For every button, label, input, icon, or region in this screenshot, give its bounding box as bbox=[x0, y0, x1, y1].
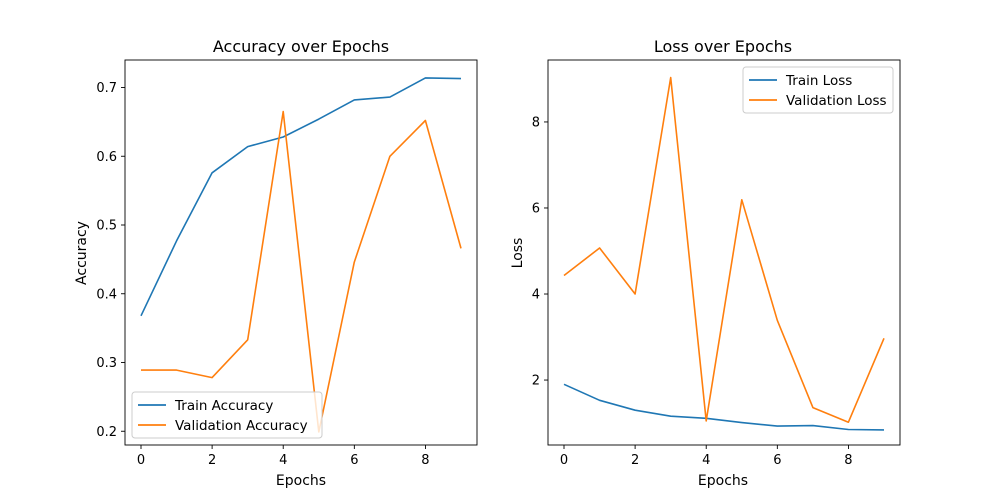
y-tick-label: 0.7 bbox=[96, 81, 117, 96]
series-line bbox=[563, 383, 885, 431]
x-tick-label: 0 bbox=[137, 453, 145, 468]
x-tick-label: 6 bbox=[773, 453, 781, 468]
legend: Train Accuracy Validation Accuracy bbox=[131, 391, 323, 439]
x-tick-label: 4 bbox=[702, 453, 710, 468]
legend: Train Loss Validation Loss bbox=[742, 66, 894, 114]
y-tick-label: 6 bbox=[532, 201, 540, 216]
y-axis-label: Loss bbox=[510, 238, 526, 269]
series-line bbox=[141, 110, 462, 433]
y-tick-label: 8 bbox=[532, 115, 540, 130]
y-tick-label: 4 bbox=[532, 288, 540, 303]
legend-label: Validation Accuracy bbox=[175, 418, 308, 434]
y-tick-label: 0.5 bbox=[96, 219, 117, 234]
y-tick-label: 0.6 bbox=[96, 150, 117, 165]
y-tick-label: 0.4 bbox=[96, 287, 117, 302]
legend-label: Train Accuracy bbox=[174, 398, 273, 414]
legend-label: Train Loss bbox=[785, 73, 852, 89]
x-tick-label: 0 bbox=[560, 453, 568, 468]
y-tick-label: 0.2 bbox=[96, 425, 117, 440]
chart-title: Accuracy over Epochs bbox=[213, 37, 389, 56]
accuracy-chart: Accuracy over Epochs Epochs Accuracy 0 2 4… bbox=[74, 37, 478, 489]
legend-box bbox=[131, 391, 323, 439]
series-line bbox=[140, 77, 462, 317]
legend-label: Validation Loss bbox=[786, 93, 887, 109]
x-tick-label: 4 bbox=[279, 453, 287, 468]
y-axis-label: Accuracy bbox=[74, 221, 90, 285]
plot-area-frame bbox=[124, 59, 478, 446]
loss-chart: Loss over Epochs Epochs Loss 0 2 4 6 8 2 4 6 8 Tr… bbox=[510, 37, 901, 489]
x-tick-label: 2 bbox=[208, 453, 216, 468]
x-tick-label: 6 bbox=[350, 453, 358, 468]
x-tick-label: 8 bbox=[844, 453, 852, 468]
plot-area-frame bbox=[547, 59, 901, 446]
legend-box bbox=[742, 66, 894, 114]
x-axis-label: Epochs bbox=[698, 473, 748, 489]
x-tick-label: 2 bbox=[631, 453, 639, 468]
x-axis-label: Epochs bbox=[276, 473, 326, 489]
chart-title: Loss over Epochs bbox=[654, 37, 792, 56]
series-line bbox=[563, 76, 885, 424]
y-tick-label: 0.3 bbox=[96, 356, 117, 371]
x-tick-label: 8 bbox=[421, 453, 429, 468]
y-tick-label: 2 bbox=[532, 374, 540, 389]
